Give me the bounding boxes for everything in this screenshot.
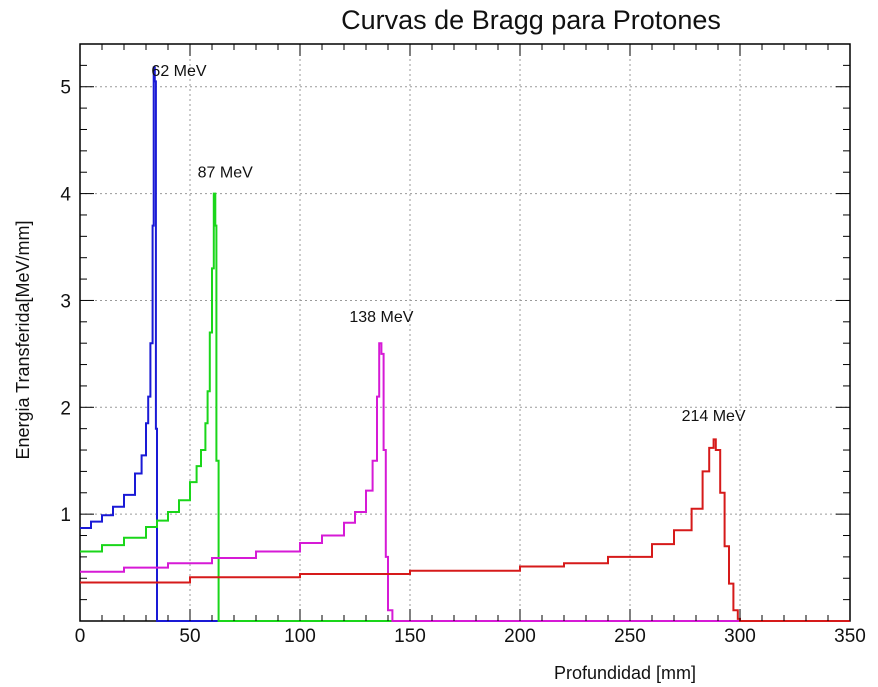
y-axis-ticks: 1 2 3 4 5 xyxy=(60,43,850,601)
peak-annotation: 138 MeV xyxy=(349,309,413,326)
plot-area-frame xyxy=(79,43,851,622)
x-tick-label: 50 xyxy=(179,626,200,647)
peak-annotation: 87 MeV xyxy=(198,165,253,182)
y-tick-label: 4 xyxy=(60,185,71,206)
series-line-62-mev xyxy=(80,66,850,622)
x-tick-label: 200 xyxy=(504,626,536,647)
x-tick-label: 150 xyxy=(394,626,426,647)
x-tick-label: 250 xyxy=(614,626,646,647)
x-tick-label: 0 xyxy=(75,626,86,647)
x-tick-label: 300 xyxy=(724,626,756,647)
y-tick-label: 2 xyxy=(60,398,71,419)
x-axis-label: Profundidad [mm] xyxy=(554,663,696,683)
y-tick-label: 5 xyxy=(60,78,71,99)
y-tick-label: 3 xyxy=(60,291,71,312)
x-tick-label: 100 xyxy=(284,626,316,647)
peak-annotation: 62 MeV xyxy=(151,63,206,80)
y-tick-label: 1 xyxy=(60,505,71,526)
grid xyxy=(80,44,850,621)
series-group xyxy=(80,66,850,622)
annotations: 62 MeV 87 MeV 138 MeV 214 MeV xyxy=(151,63,746,425)
series-line-214-mev xyxy=(80,438,850,622)
x-axis-ticks: 0 50 100 150 200 250 300 350 xyxy=(75,44,866,647)
peak-annotation: 214 MeV xyxy=(682,408,746,425)
y-axis-label: Energia Transferida[MeV/mm] xyxy=(13,220,33,459)
series-line-87-mev xyxy=(80,192,850,622)
x-tick-label: 350 xyxy=(834,626,866,647)
chart-title: Curvas de Bragg para Protones xyxy=(341,5,721,35)
series-line-138-mev xyxy=(80,342,850,622)
